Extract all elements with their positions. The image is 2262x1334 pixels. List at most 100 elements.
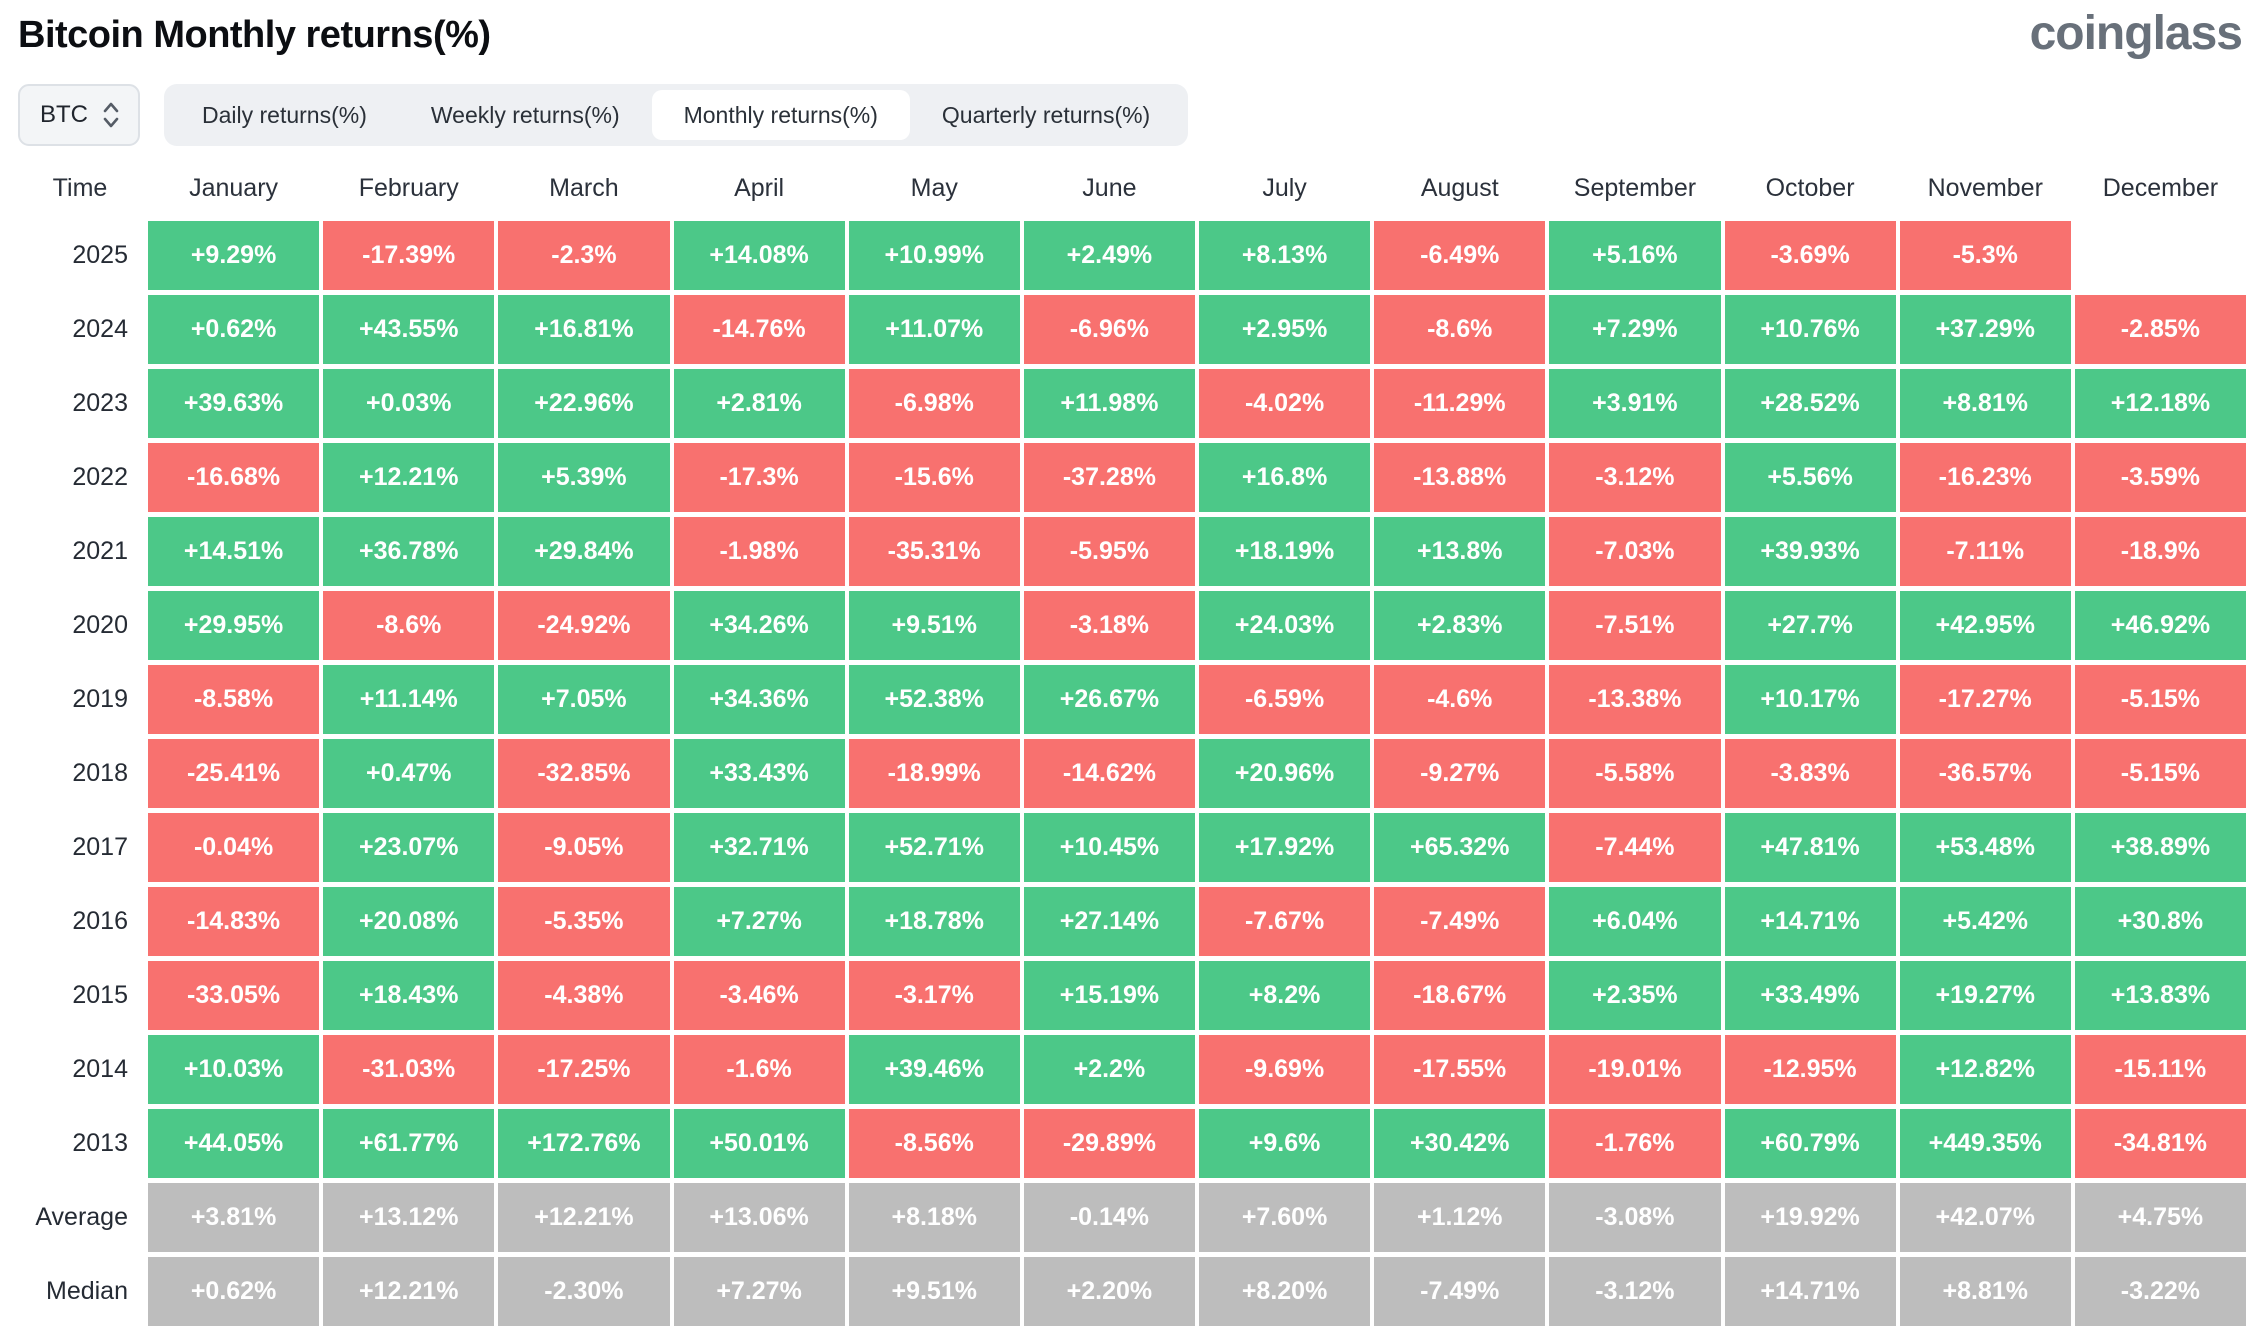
cell-average-june: -0.14% [1023, 1183, 1195, 1252]
cell-2013-november: +449.35% [1899, 1109, 2071, 1178]
row-label-2020: 2020 [72, 611, 128, 639]
cell-2018-april: +33.43% [673, 739, 845, 808]
cell-median-july: +8.20% [1199, 1257, 1371, 1326]
cell-average-march: +12.21% [498, 1183, 670, 1252]
cell-2014-november: +12.82% [1899, 1035, 2071, 1104]
cell-2025-november: -5.3% [1899, 221, 2071, 290]
cell-average-august: +1.12% [1374, 1183, 1546, 1252]
cell-2016-november: +5.42% [1899, 887, 2071, 956]
cell-2018-march: -32.85% [498, 739, 670, 808]
cell-2013-december: -34.81% [2074, 1109, 2246, 1178]
column-header-time: Time [52, 173, 108, 202]
cell-2024-may: +11.07% [848, 295, 1020, 364]
cell-2020-june: -3.18% [1023, 591, 1195, 660]
cell-2013-june: -29.89% [1023, 1109, 1195, 1178]
cell-2018-november: -36.57% [1899, 739, 2071, 808]
cell-2013-may: -8.56% [848, 1109, 1020, 1178]
cell-2025-april: +14.08% [673, 221, 845, 290]
cell-2019-september: -13.38% [1549, 665, 1721, 734]
cell-2020-august: +2.83% [1374, 591, 1546, 660]
cell-median-december: -3.22% [2074, 1257, 2246, 1326]
row-label-2025: 2025 [72, 241, 128, 269]
cell-2024-july: +2.95% [1199, 295, 1371, 364]
cell-2014-october: -12.95% [1724, 1035, 1896, 1104]
cell-median-february: +12.21% [323, 1257, 495, 1326]
cell-2019-december: -5.15% [2074, 665, 2246, 734]
column-header-july: July [1262, 173, 1307, 202]
cell-2016-february: +20.08% [323, 887, 495, 956]
cell-2016-december: +30.8% [2074, 887, 2246, 956]
cell-2015-october: +33.49% [1724, 961, 1896, 1030]
cell-2013-january: +44.05% [148, 1109, 320, 1178]
cell-2016-october: +14.71% [1724, 887, 1896, 956]
cell-2014-february: -31.03% [323, 1035, 495, 1104]
cell-2025-may: +10.99% [848, 221, 1020, 290]
cell-2018-june: -14.62% [1023, 739, 1195, 808]
tab-weekly-returns[interactable]: Weekly returns(%) [430, 102, 620, 128]
cell-2017-may: +52.71% [848, 813, 1020, 882]
row-label-2015: 2015 [72, 981, 128, 1009]
cell-2021-january: +14.51% [148, 517, 320, 586]
cell-2015-january: -33.05% [148, 961, 320, 1030]
cell-2021-may: -35.31% [848, 517, 1020, 586]
cell-2013-september: -1.76% [1549, 1109, 1721, 1178]
cell-2016-july: -7.67% [1199, 887, 1371, 956]
row-label-median: Median [46, 1277, 128, 1305]
cell-2017-march: -9.05% [498, 813, 670, 882]
cell-2015-july: +8.2% [1199, 961, 1371, 1030]
cell-2021-march: +29.84% [498, 517, 670, 586]
cell-2017-april: +32.71% [673, 813, 845, 882]
cell-2014-march: -17.25% [498, 1035, 670, 1104]
cell-2019-november: -17.27% [1899, 665, 2071, 734]
cell-2019-october: +10.17% [1724, 665, 1896, 734]
tab-monthly-returns[interactable]: Monthly returns(%) [651, 90, 910, 140]
cell-2025-august: -6.49% [1374, 221, 1546, 290]
returns-tabs: Daily returns(%) Weekly returns(%) Monthly… [164, 84, 1189, 146]
cell-2024-march: +16.81% [498, 295, 670, 364]
cell-average-september: -3.08% [1549, 1183, 1721, 1252]
cell-2025-march: -2.3% [498, 221, 670, 290]
cell-2022-june: -37.28% [1023, 443, 1195, 512]
cell-2021-november: -7.11% [1899, 517, 2071, 586]
cell-2018-december: -5.15% [2074, 739, 2246, 808]
row-label-2024: 2024 [72, 315, 128, 343]
cell-2014-december: -15.11% [2074, 1035, 2246, 1104]
cell-2020-december: +46.92% [2074, 591, 2246, 660]
cell-average-may: +8.18% [848, 1183, 1020, 1252]
cell-average-december: +4.75% [2074, 1183, 2246, 1252]
cell-2014-may: +39.46% [848, 1035, 1020, 1104]
tab-daily-returns[interactable]: Daily returns(%) [202, 102, 367, 128]
cell-2022-july: +16.8% [1199, 443, 1371, 512]
column-header-march: March [549, 173, 619, 202]
cell-2015-may: -3.17% [848, 961, 1020, 1030]
cell-2023-august: -11.29% [1374, 369, 1546, 438]
row-label-2014: 2014 [72, 1055, 128, 1083]
symbol-selector[interactable]: BTC [18, 84, 140, 146]
column-header-june: June [1082, 173, 1137, 202]
cell-2019-february: +11.14% [323, 665, 495, 734]
cell-average-january: +3.81% [148, 1183, 320, 1252]
cell-2023-june: +11.98% [1023, 369, 1195, 438]
cell-2023-january: +39.63% [148, 369, 320, 438]
row-label-2017: 2017 [72, 833, 128, 861]
tab-quarterly-returns[interactable]: Quarterly returns(%) [941, 102, 1151, 128]
cell-2021-december: -18.9% [2074, 517, 2246, 586]
controls-bar: BTC Daily returns(%) Weekly returns(%) Mon… [0, 84, 2262, 146]
cell-2015-november: +19.27% [1899, 961, 2071, 1030]
cell-2015-february: +18.43% [323, 961, 495, 1030]
cell-2018-january: -25.41% [148, 739, 320, 808]
cell-2021-august: +13.8% [1374, 517, 1546, 586]
cell-2020-february: -8.6% [323, 591, 495, 660]
cell-2019-august: -4.6% [1374, 665, 1546, 734]
cell-2020-march: -24.92% [498, 591, 670, 660]
column-header-october: October [1765, 173, 1855, 202]
cell-2019-january: -8.58% [148, 665, 320, 734]
cell-2017-december: +38.89% [2074, 813, 2246, 882]
cell-2023-december: +12.18% [2074, 369, 2246, 438]
cell-2021-october: +39.93% [1724, 517, 1896, 586]
cell-2017-november: +53.48% [1899, 813, 2071, 882]
cell-2025-july: +8.13% [1199, 221, 1371, 290]
cell-median-march: -2.30% [498, 1257, 670, 1326]
row-label-2016: 2016 [72, 907, 128, 935]
cell-2023-september: +3.91% [1549, 369, 1721, 438]
